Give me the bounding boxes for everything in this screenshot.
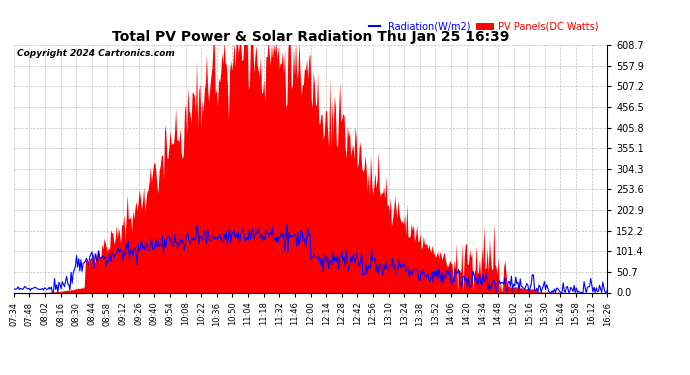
Text: Copyright 2024 Cartronics.com: Copyright 2024 Cartronics.com xyxy=(17,49,175,58)
Title: Total PV Power & Solar Radiation Thu Jan 25 16:39: Total PV Power & Solar Radiation Thu Jan… xyxy=(112,30,509,44)
Legend: Radiation(W/m2), PV Panels(DC Watts): Radiation(W/m2), PV Panels(DC Watts) xyxy=(365,18,602,36)
